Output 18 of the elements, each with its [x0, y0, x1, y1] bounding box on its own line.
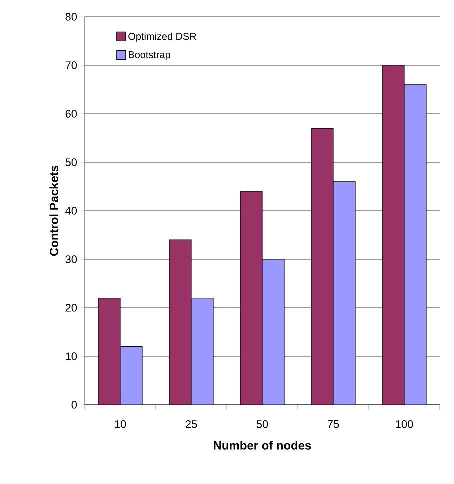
legend-label: Bootstrap: [128, 52, 170, 60]
y-tick-label: 0: [72, 401, 78, 409]
x-tick-label: 100: [396, 420, 414, 428]
y-tick-label: 80: [66, 13, 78, 21]
x-tick-label: 25: [186, 420, 198, 428]
y-tick-label: 50: [66, 158, 78, 166]
y-tick-label: 70: [66, 62, 78, 70]
y-tick-label: 60: [66, 110, 78, 118]
x-axis-title: Number of nodes: [214, 441, 312, 450]
x-tick-label: 50: [256, 420, 268, 428]
x-tick-label: 75: [328, 420, 340, 428]
x-tick-label: 10: [115, 420, 126, 428]
y-tick-label: 20: [66, 304, 78, 312]
legend-label: Optimized DSR: [128, 32, 196, 42]
y-tick-label: 10: [66, 352, 78, 360]
y-tick-label: 30: [66, 256, 78, 264]
y-tick-label: 40: [66, 207, 78, 215]
y-axis-title: Control Packets: [50, 166, 58, 256]
